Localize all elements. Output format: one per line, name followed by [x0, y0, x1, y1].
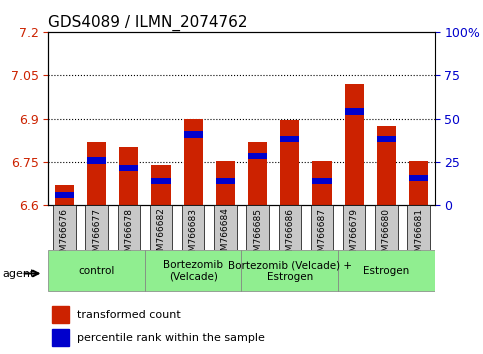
Text: GSM766678: GSM766678	[124, 207, 133, 263]
Bar	[409, 160, 428, 205]
Bar	[344, 84, 364, 205]
Bar	[87, 157, 106, 164]
Bar	[409, 175, 428, 181]
Text: control: control	[78, 266, 115, 276]
Text: GSM766685: GSM766685	[253, 207, 262, 263]
Text: GSM766686: GSM766686	[285, 207, 294, 263]
FancyBboxPatch shape	[246, 205, 269, 250]
Bar	[313, 178, 332, 184]
Text: GSM766684: GSM766684	[221, 207, 230, 262]
Text: GSM766683: GSM766683	[189, 207, 198, 263]
FancyBboxPatch shape	[150, 205, 172, 250]
Text: percentile rank within the sample: percentile rank within the sample	[77, 333, 265, 343]
Bar	[248, 153, 267, 159]
FancyBboxPatch shape	[343, 205, 366, 250]
FancyBboxPatch shape	[214, 205, 237, 250]
Bar	[55, 192, 74, 198]
Bar	[248, 142, 267, 205]
FancyBboxPatch shape	[407, 205, 430, 250]
FancyBboxPatch shape	[48, 250, 145, 291]
Text: GSM766682: GSM766682	[156, 207, 166, 262]
Bar	[313, 160, 332, 205]
Text: GSM766680: GSM766680	[382, 207, 391, 263]
Bar	[280, 120, 299, 205]
Bar	[119, 165, 139, 171]
FancyBboxPatch shape	[182, 205, 204, 250]
Bar	[87, 142, 106, 205]
Bar	[377, 126, 396, 205]
FancyBboxPatch shape	[117, 205, 140, 250]
Bar	[184, 119, 203, 205]
Text: GDS4089 / ILMN_2074762: GDS4089 / ILMN_2074762	[48, 14, 248, 30]
FancyBboxPatch shape	[85, 205, 108, 250]
FancyBboxPatch shape	[145, 250, 242, 291]
Bar	[151, 165, 170, 205]
FancyBboxPatch shape	[375, 205, 398, 250]
Text: GSM766679: GSM766679	[350, 207, 359, 263]
Text: Estrogen: Estrogen	[363, 266, 410, 276]
Bar	[151, 178, 170, 184]
Bar	[55, 185, 74, 205]
Text: Bortezomib (Velcade) +
Estrogen: Bortezomib (Velcade) + Estrogen	[228, 260, 352, 282]
Text: GSM766677: GSM766677	[92, 207, 101, 263]
Text: GSM766681: GSM766681	[414, 207, 423, 263]
FancyBboxPatch shape	[53, 205, 76, 250]
Bar	[280, 136, 299, 142]
FancyBboxPatch shape	[338, 250, 435, 291]
FancyBboxPatch shape	[279, 205, 301, 250]
Text: agent: agent	[2, 269, 35, 279]
Bar	[53, 329, 69, 347]
Bar	[377, 136, 396, 142]
Bar	[344, 108, 364, 115]
Bar	[216, 178, 235, 184]
Bar	[119, 148, 139, 205]
Bar	[216, 160, 235, 205]
FancyBboxPatch shape	[242, 250, 338, 291]
Bar	[53, 306, 69, 323]
Text: GSM766676: GSM766676	[60, 207, 69, 263]
Text: Bortezomib
(Velcade): Bortezomib (Velcade)	[163, 260, 223, 282]
Bar	[184, 131, 203, 138]
Text: transformed count: transformed count	[77, 309, 181, 320]
FancyBboxPatch shape	[311, 205, 333, 250]
Text: GSM766687: GSM766687	[317, 207, 327, 263]
